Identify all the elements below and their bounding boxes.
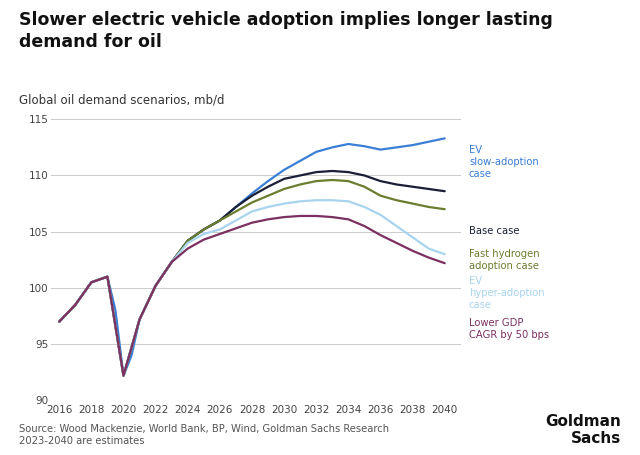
Text: EV
slow-adoption
case: EV slow-adoption case [469,145,539,179]
Text: Fast hydrogen
adoption case: Fast hydrogen adoption case [469,249,540,271]
Text: Lower GDP
CAGR by 50 bps: Lower GDP CAGR by 50 bps [469,318,549,340]
Text: Source: Wood Mackenzie, World Bank, BP, Wind, Goldman Sachs Research
2023-2040 a: Source: Wood Mackenzie, World Bank, BP, … [19,425,389,446]
Text: Slower electric vehicle adoption implies longer lasting
demand for oil: Slower electric vehicle adoption implies… [19,11,553,51]
Text: Global oil demand scenarios, mb/d: Global oil demand scenarios, mb/d [19,93,225,106]
Text: Base case: Base case [469,226,520,236]
Text: Goldman
Sachs: Goldman Sachs [545,414,621,446]
Text: EV
hyper-adoption
case: EV hyper-adoption case [469,276,545,310]
